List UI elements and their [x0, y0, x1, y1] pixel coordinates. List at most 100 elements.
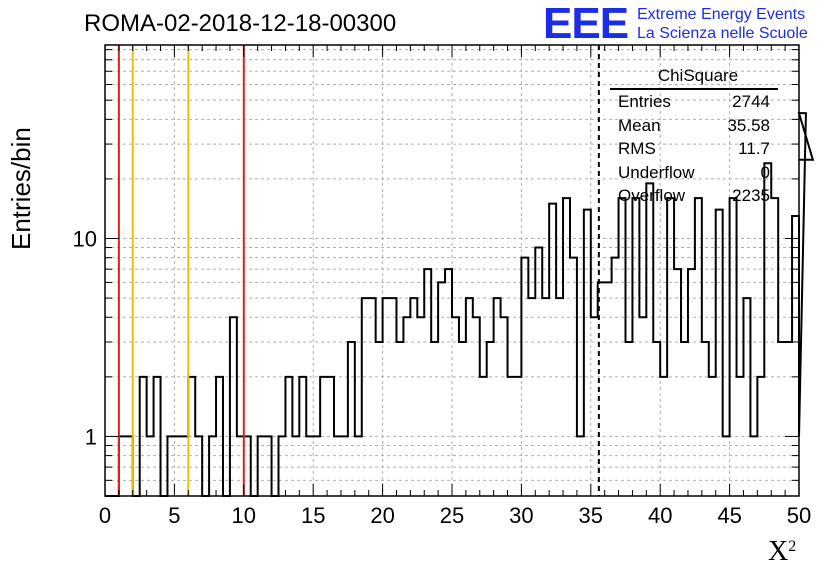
histogram-bin — [459, 342, 466, 496]
histogram-bin — [695, 198, 702, 496]
stats-label: Underflow — [618, 162, 695, 182]
x-tick-label: 30 — [509, 503, 533, 528]
histogram-bin — [279, 436, 286, 496]
histogram-bin — [230, 317, 237, 496]
histogram-bin — [154, 377, 161, 496]
histogram-bin — [327, 377, 334, 496]
x-tick-label: 5 — [168, 503, 180, 528]
histogram-bin — [626, 342, 633, 496]
histogram-bin — [341, 436, 348, 496]
x-tick-label: 0 — [99, 503, 111, 528]
histogram-bin — [494, 298, 501, 496]
histogram-bin — [417, 317, 424, 496]
logo-line-2: La Scienza nelle Scuole — [637, 25, 808, 42]
stats-box: ChiSquare Entries 2744 Mean 35.58 RMS 11… — [610, 66, 778, 210]
histogram-bin — [743, 298, 750, 496]
histogram-bin — [244, 436, 251, 496]
histogram-bin — [396, 342, 403, 496]
histogram-bin — [487, 342, 494, 496]
histogram-bin — [216, 377, 223, 496]
histogram-bin — [306, 436, 313, 496]
histogram-bin — [348, 342, 355, 496]
stats-label: Entries — [618, 92, 671, 111]
histogram-bin — [528, 298, 535, 496]
histogram-bin — [584, 210, 591, 496]
histogram-bin — [362, 298, 369, 496]
histogram-bin — [577, 436, 584, 496]
x-tick-label: 35 — [579, 503, 603, 528]
histogram-bin — [764, 163, 771, 496]
x-tick-label: 25 — [440, 503, 464, 528]
histogram-bin — [660, 377, 667, 496]
histogram-bin — [403, 317, 410, 496]
logo-line-1: Extreme Energy Events — [637, 6, 806, 23]
chart-title: ROMA-02-2018-12-18-00300 — [84, 10, 397, 37]
histogram-bin — [702, 342, 709, 496]
histogram-bin — [424, 269, 431, 496]
histogram-bin — [285, 377, 292, 496]
histogram-bin — [320, 377, 327, 496]
x-tick-label: 40 — [648, 503, 672, 528]
histogram-bin — [605, 282, 612, 496]
histogram-bin — [174, 436, 181, 496]
stats-row-mean: Mean 35.58 — [610, 116, 778, 140]
stats-label: Mean — [618, 115, 661, 135]
histogram-bin — [181, 436, 188, 496]
stats-label: Overflow — [618, 186, 686, 205]
histogram-bin — [431, 342, 438, 496]
histogram-bin — [785, 342, 792, 496]
histogram-bin — [188, 377, 195, 496]
histogram-bin — [119, 436, 126, 496]
histogram-bin — [438, 282, 445, 496]
histogram-bin — [376, 342, 383, 496]
stats-value: 2235 — [732, 186, 770, 205]
histogram-bin — [716, 210, 723, 496]
histogram-bin — [369, 298, 376, 496]
histogram-bin — [778, 342, 785, 496]
histogram-bin — [674, 269, 681, 496]
histogram-bin — [709, 377, 716, 496]
x-tick-label: 15 — [301, 503, 325, 528]
histogram-bin — [390, 298, 397, 496]
histogram-bin — [750, 436, 757, 496]
histogram-bin — [771, 198, 778, 496]
stats-row-overflow: Overflow 2235 — [610, 186, 778, 210]
x-tick-label: 10 — [232, 503, 256, 528]
histogram-bin — [535, 248, 542, 496]
stats-label: RMS — [618, 139, 656, 158]
histogram-bin — [355, 436, 362, 496]
histogram-bin — [292, 436, 299, 496]
histogram-bin — [445, 269, 452, 496]
histogram-bin — [334, 436, 341, 496]
histogram-bin — [646, 183, 653, 496]
histogram-bin — [563, 198, 570, 496]
histogram-outline — [105, 112, 815, 497]
x-tick-label: 20 — [370, 503, 394, 528]
stats-divider — [610, 88, 778, 90]
histogram-bin — [514, 377, 521, 496]
stats-value: 35.58 — [727, 115, 770, 135]
stats-value: 0 — [760, 162, 770, 182]
histogram-bin — [556, 298, 563, 496]
histogram-bin — [542, 298, 549, 496]
histogram-bin — [681, 342, 688, 496]
x-tick-label: 50 — [787, 503, 811, 528]
histogram-bin — [667, 198, 674, 496]
histogram-bin — [612, 258, 619, 496]
stats-value: 2744 — [732, 92, 770, 111]
histogram-bin — [313, 436, 320, 496]
histogram-bin — [737, 377, 744, 496]
histogram-bin — [209, 436, 216, 496]
histogram-bin — [730, 198, 737, 496]
histogram-bin — [452, 317, 459, 496]
histogram-bin — [570, 258, 577, 496]
histogram-bin — [410, 298, 417, 496]
histogram-bin — [383, 298, 390, 496]
x-tick-label: 45 — [717, 503, 741, 528]
histogram-bin — [258, 436, 265, 496]
stats-row-rms: RMS 11.7 — [610, 139, 778, 163]
histogram-bin — [501, 317, 508, 496]
histogram-bin — [473, 317, 480, 496]
histogram-bin — [639, 317, 646, 496]
